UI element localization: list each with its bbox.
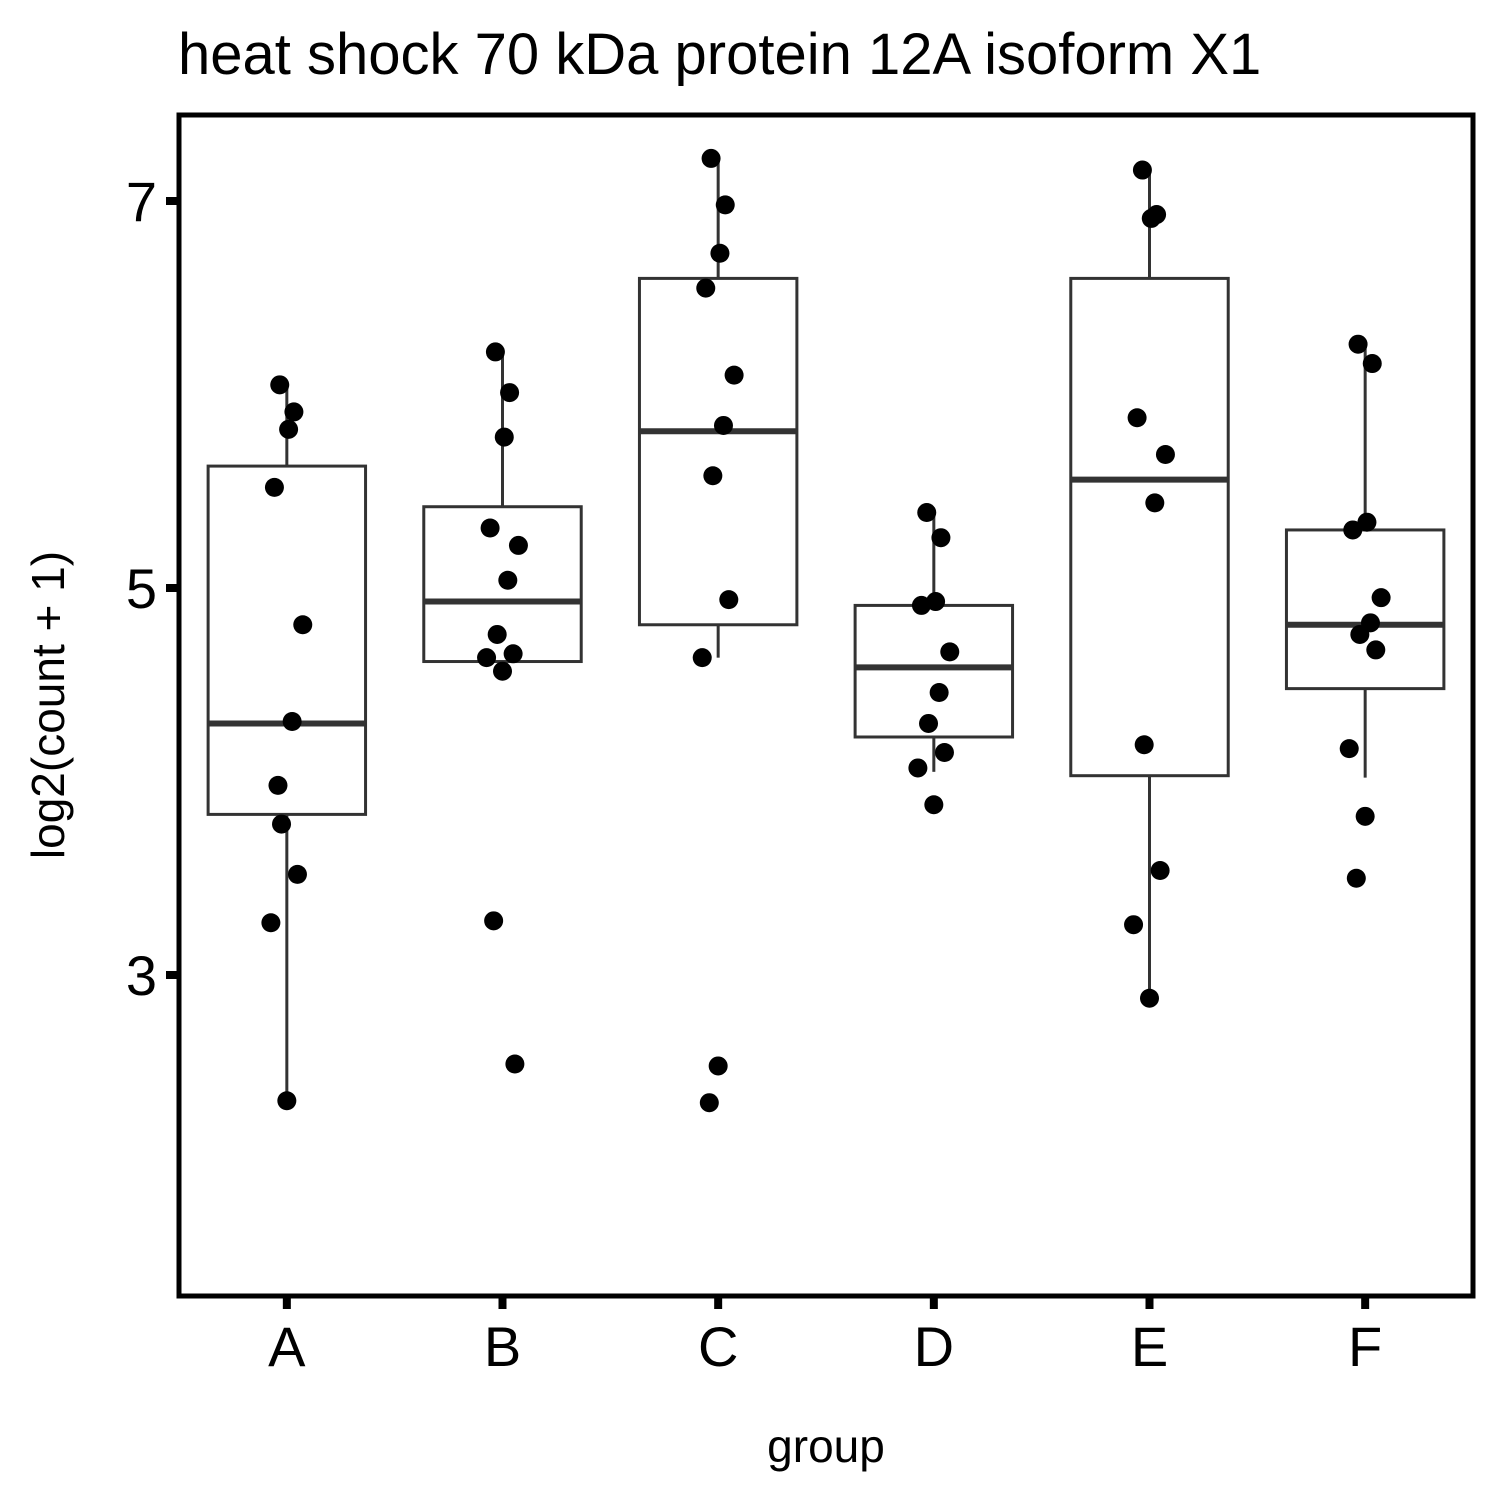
box-D (853, 512, 1015, 772)
point-A-4 (293, 615, 313, 635)
box-rect-F (1284, 528, 1446, 691)
point-C-7 (719, 590, 739, 610)
plot-panel-border (176, 112, 1476, 1299)
point-B-3 (480, 518, 500, 538)
point-A-10 (268, 775, 288, 795)
point-C-8 (692, 648, 712, 668)
points-layer (261, 148, 1391, 1113)
point-B-4 (508, 535, 528, 555)
point-D-9 (924, 795, 944, 815)
y-tick-label-7: 7 (126, 170, 157, 233)
point-C-6 (703, 466, 723, 486)
point-E-6 (1134, 735, 1154, 755)
y-tick-label-5: 5 (126, 557, 157, 620)
box-F (1284, 346, 1446, 778)
x-axis: A B C D E F (268, 1296, 1382, 1378)
x-tick-label-D: D (914, 1315, 954, 1378)
point-A-3 (264, 477, 284, 497)
x-tick-label-A: A (268, 1315, 306, 1378)
point-E-0 (1132, 160, 1152, 180)
point-A-7 (287, 864, 307, 884)
point-B-1 (500, 383, 520, 403)
box-A (206, 384, 368, 1101)
point-B-9 (493, 661, 512, 681)
point-B-10 (484, 911, 504, 931)
point-E-7 (1150, 861, 1170, 881)
point-A-9 (277, 1091, 297, 1111)
point-D-0 (917, 503, 937, 523)
point-C-1 (715, 195, 735, 215)
x-tick-label-F: F (1348, 1315, 1382, 1378)
y-tick-label-3: 3 (126, 944, 157, 1007)
point-E-9 (1140, 988, 1159, 1008)
point-D-3 (911, 595, 931, 615)
point-F-1 (1362, 354, 1382, 374)
point-D-7 (934, 742, 954, 762)
point-D-1 (931, 528, 951, 548)
point-C-5 (713, 415, 733, 435)
point-C-3 (696, 278, 716, 298)
point-F-8 (1339, 739, 1359, 759)
point-B-7 (503, 644, 523, 664)
point-F-7 (1366, 640, 1386, 660)
box-rect-A (206, 464, 368, 816)
point-F-2 (1357, 512, 1377, 532)
point-F-3 (1343, 520, 1363, 540)
point-E-3 (1127, 408, 1147, 428)
point-D-6 (919, 713, 939, 733)
x-tick-label-E: E (1131, 1315, 1168, 1378)
x-axis-title: group (767, 1420, 885, 1472)
y-axis: 3 5 7 (126, 170, 179, 1007)
point-A-8 (261, 913, 281, 933)
point-B-0 (485, 342, 505, 362)
y-axis-title: log2(count + 1) (22, 551, 74, 859)
point-B-6 (487, 624, 507, 644)
point-E-4 (1155, 444, 1175, 464)
x-tick-label-B: B (484, 1315, 521, 1378)
point-A-5 (282, 712, 302, 732)
point-F-0 (1348, 334, 1368, 354)
point-B-8 (477, 648, 497, 668)
point-A-6 (272, 814, 292, 834)
point-D-5 (929, 682, 949, 702)
point-C-0 (701, 148, 721, 168)
x-tick-label-C: C (698, 1315, 738, 1378)
point-A-0 (270, 375, 290, 395)
point-D-8 (908, 758, 928, 778)
point-B-2 (494, 427, 514, 447)
point-C-9 (708, 1056, 728, 1076)
point-F-6 (1350, 624, 1370, 644)
point-D-4 (940, 642, 960, 662)
point-C-2 (710, 243, 730, 263)
point-A-2 (279, 419, 299, 439)
chart-title: heat shock 70 kDa protein 12A isoform X1 (178, 22, 1261, 87)
point-F-10 (1346, 868, 1366, 888)
point-C-10 (699, 1093, 719, 1113)
box-rect-D (853, 603, 1015, 739)
box-rect-C (637, 276, 799, 627)
box-rect-E (1069, 276, 1230, 778)
point-F-4 (1371, 588, 1391, 608)
point-B-11 (505, 1054, 525, 1074)
point-E-2 (1141, 208, 1161, 228)
box-E (1069, 171, 1230, 999)
point-C-4 (724, 365, 744, 385)
point-A-1 (284, 402, 304, 422)
point-E-5 (1145, 493, 1165, 513)
point-B-5 (498, 570, 518, 590)
point-F-9 (1355, 806, 1375, 826)
point-E-8 (1124, 915, 1144, 935)
